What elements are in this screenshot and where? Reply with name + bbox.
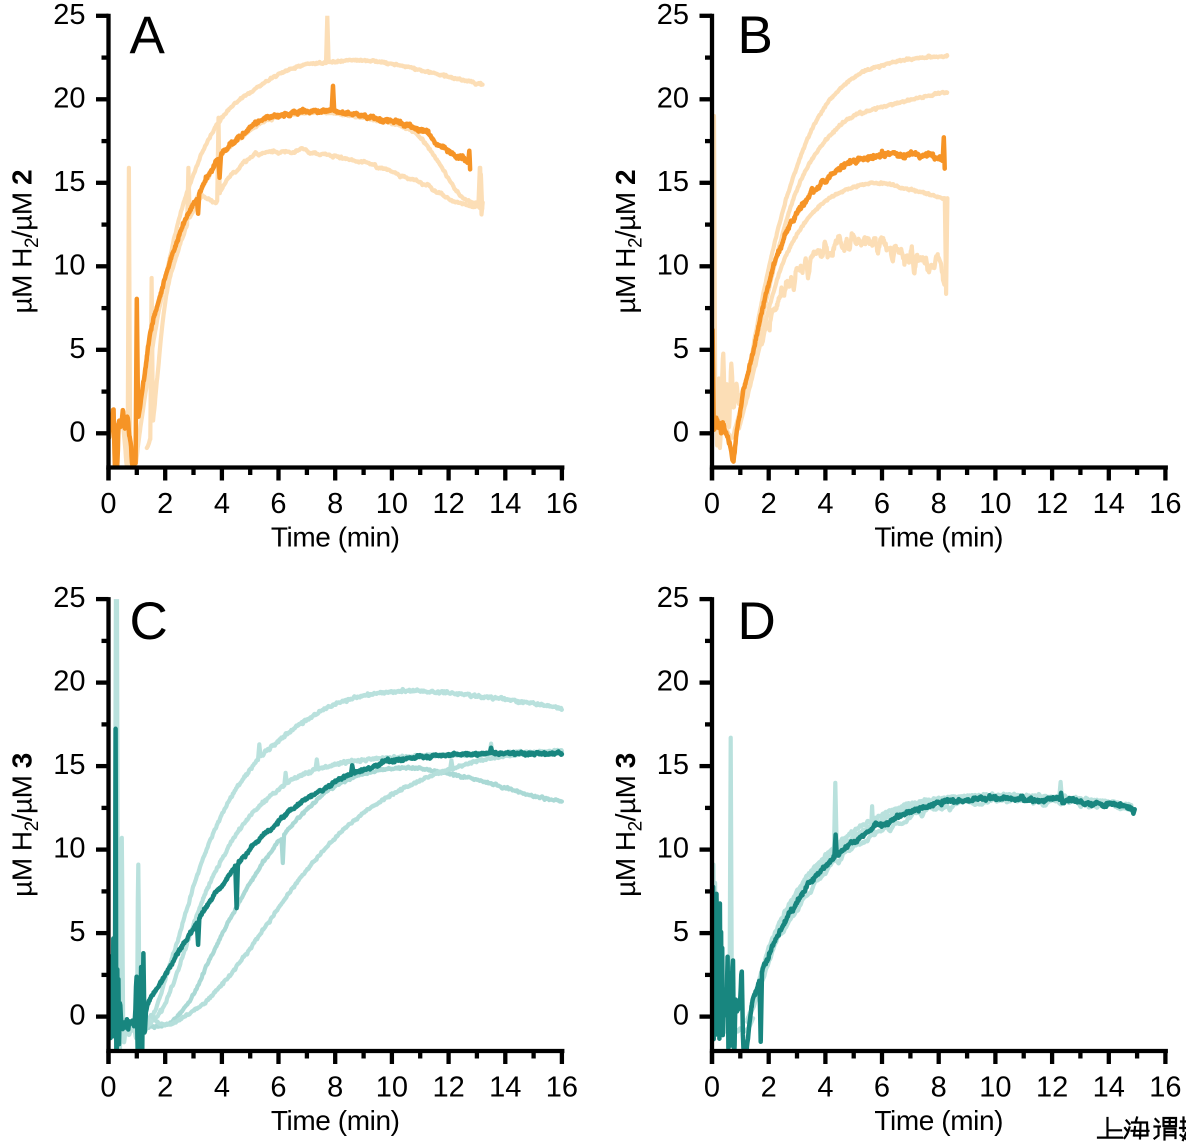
- svg-text:4: 4: [817, 488, 833, 520]
- svg-text:B: B: [738, 6, 773, 65]
- svg-text:10: 10: [376, 1072, 408, 1104]
- svg-text:8: 8: [931, 1072, 947, 1104]
- svg-text:14: 14: [489, 1072, 521, 1104]
- svg-text:14: 14: [489, 488, 521, 520]
- svg-text:5: 5: [673, 333, 689, 365]
- svg-text:2: 2: [157, 1072, 173, 1104]
- svg-text:Time (min): Time (min): [271, 1105, 400, 1136]
- svg-text:25: 25: [657, 0, 689, 31]
- svg-text:µM H2/µM 3: µM H2/µM 3: [7, 753, 44, 897]
- svg-text:2: 2: [157, 488, 173, 520]
- svg-text:4: 4: [214, 1072, 230, 1104]
- svg-text:12: 12: [432, 1072, 464, 1104]
- svg-text:D: D: [738, 592, 776, 651]
- svg-text:10: 10: [53, 833, 85, 865]
- svg-text:25: 25: [53, 0, 85, 31]
- svg-text:10: 10: [657, 833, 689, 865]
- svg-text:10: 10: [53, 249, 85, 281]
- svg-text:0: 0: [69, 1000, 85, 1032]
- svg-text:16: 16: [1149, 488, 1181, 520]
- svg-text:8: 8: [931, 488, 947, 520]
- svg-text:12: 12: [1036, 488, 1068, 520]
- svg-text:C: C: [130, 592, 168, 651]
- svg-text:15: 15: [657, 749, 689, 781]
- svg-text:5: 5: [69, 333, 85, 365]
- svg-text:8: 8: [327, 1072, 343, 1104]
- svg-text:2: 2: [761, 488, 777, 520]
- svg-text:15: 15: [53, 749, 85, 781]
- svg-text:4: 4: [817, 1072, 833, 1104]
- svg-text:0: 0: [69, 416, 85, 448]
- svg-text:Time (min): Time (min): [874, 1105, 1003, 1136]
- svg-text:25: 25: [657, 582, 689, 614]
- svg-text:20: 20: [53, 82, 85, 114]
- svg-text:2: 2: [761, 1072, 777, 1104]
- svg-text:16: 16: [546, 1072, 578, 1104]
- svg-text:6: 6: [270, 488, 286, 520]
- svg-text:A: A: [130, 6, 166, 65]
- svg-text:10: 10: [979, 488, 1011, 520]
- svg-text:5: 5: [69, 916, 85, 948]
- svg-text:0: 0: [673, 1000, 689, 1032]
- svg-text:8: 8: [327, 488, 343, 520]
- svg-text:14: 14: [1093, 1072, 1125, 1104]
- svg-text:6: 6: [874, 1072, 890, 1104]
- svg-text:14: 14: [1093, 488, 1125, 520]
- svg-text:16: 16: [1149, 1072, 1181, 1104]
- svg-text:6: 6: [270, 1072, 286, 1104]
- svg-text:0: 0: [100, 488, 116, 520]
- svg-text:15: 15: [657, 166, 689, 198]
- svg-text:16: 16: [546, 488, 578, 520]
- svg-text:0: 0: [100, 1072, 116, 1104]
- svg-text:12: 12: [1036, 1072, 1068, 1104]
- svg-text:20: 20: [53, 666, 85, 698]
- svg-text:0: 0: [704, 488, 720, 520]
- svg-text:0: 0: [704, 1072, 720, 1104]
- svg-text:0: 0: [673, 416, 689, 448]
- svg-text:10: 10: [979, 1072, 1011, 1104]
- svg-text:6: 6: [874, 488, 890, 520]
- svg-text:20: 20: [657, 82, 689, 114]
- svg-text:12: 12: [432, 488, 464, 520]
- svg-text:15: 15: [53, 166, 85, 198]
- svg-text:10: 10: [657, 249, 689, 281]
- svg-text:5: 5: [673, 916, 689, 948]
- svg-text:Time (min): Time (min): [874, 522, 1003, 553]
- svg-text:4: 4: [214, 488, 230, 520]
- svg-text:25: 25: [53, 582, 85, 614]
- svg-text:10: 10: [376, 488, 408, 520]
- svg-text:20: 20: [657, 666, 689, 698]
- svg-text:µM H2/µM 3: µM H2/µM 3: [610, 753, 647, 897]
- svg-text:Time (min): Time (min): [271, 522, 400, 553]
